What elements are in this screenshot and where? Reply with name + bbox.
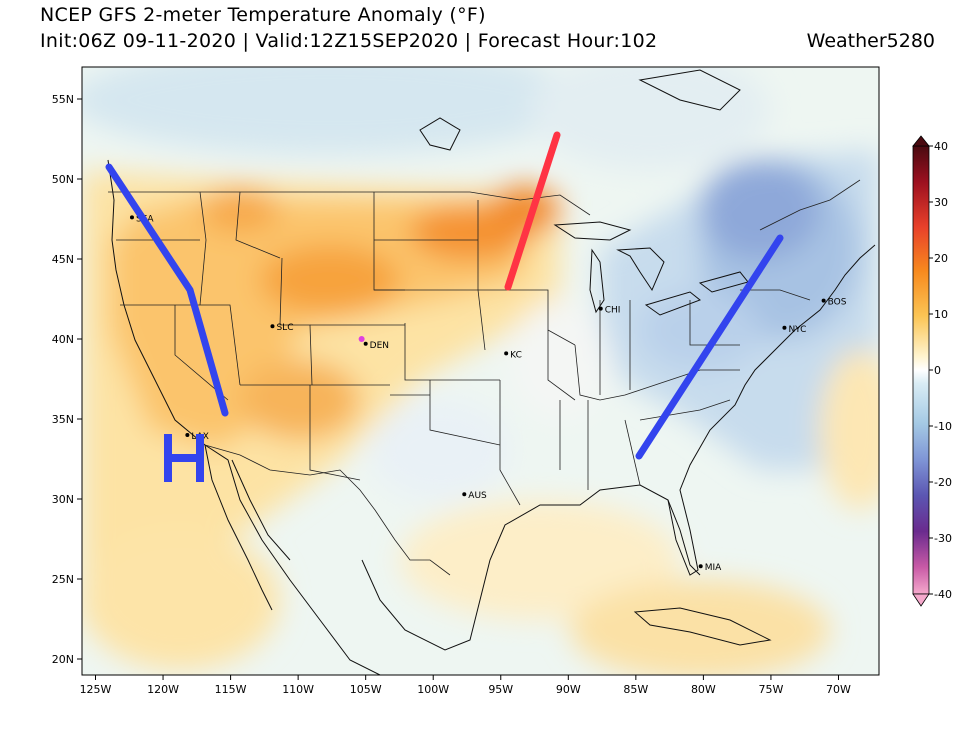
lon-tick-label: 120W — [147, 683, 179, 696]
colorbar-tick-label: 20 — [934, 252, 948, 265]
lat-tick-label: 50N — [52, 173, 74, 186]
lon-tick-label: 90W — [556, 683, 581, 696]
city-dot — [363, 341, 368, 346]
central-ridge-line — [504, 131, 561, 291]
lat-tick-label: 45N — [52, 253, 74, 266]
lon-tick-label: 70W — [826, 683, 851, 696]
colorbar-scale — [912, 145, 930, 595]
lat-tick-label: 25N — [52, 573, 74, 586]
city-label: BOS — [828, 298, 847, 308]
colorbar-tick-label: 40 — [934, 140, 948, 153]
colorbar: 40 30 20 10 0 -10 -20 -30 -40 — [912, 135, 952, 607]
colorbar-bottom-arrow — [912, 593, 930, 607]
city-label: SLC — [276, 323, 293, 333]
lat-tick-label: 55N — [52, 93, 74, 106]
city-label: NYC — [788, 325, 806, 335]
lon-tick-label: 95W — [488, 683, 513, 696]
lat-tick-label: 20N — [52, 653, 74, 666]
longitude-axis: 125W 120W 115W 110W 105W 100W 95W 90W 85W 80W 75W 7… — [80, 675, 851, 696]
city-label: KC — [510, 350, 522, 360]
state-borders — [108, 179, 861, 576]
city-label: CHI — [605, 306, 621, 316]
colorbar-tick-label: -20 — [934, 476, 952, 489]
colorbar-tick-label: -40 — [934, 588, 952, 601]
lon-tick-label: 125W — [80, 683, 112, 696]
high-pressure-h: H — [164, 434, 204, 482]
city-label: MIA — [705, 563, 722, 573]
city-label: AUS — [468, 491, 487, 501]
city-dot — [358, 336, 365, 342]
anomaly-field — [82, 67, 879, 675]
city-label: DEN — [370, 341, 389, 351]
east-trough-line — [635, 234, 784, 460]
city-dot — [598, 306, 603, 311]
lon-tick-label: 115W — [215, 683, 247, 696]
chart-subtitle: Init:06Z 09-11-2020 | Valid:12Z15SEP2020… — [40, 30, 658, 52]
lon-tick-label: 100W — [417, 683, 449, 696]
lat-tick-label: 30N — [52, 493, 74, 506]
city-dot — [462, 492, 467, 497]
source-credit: Weather5280 — [806, 30, 935, 52]
city-dot — [821, 298, 826, 303]
lat-tick-label: 35N — [52, 413, 74, 426]
lon-tick-label: 80W — [691, 683, 716, 696]
colorbar-tick-label: -30 — [934, 532, 952, 545]
colorbar-tick-label: 30 — [934, 196, 948, 209]
city-dot — [185, 433, 190, 437]
map-frame — [81, 66, 880, 676]
lat-tick-label: 40N — [52, 333, 74, 346]
colorbar-tick-label: -10 — [934, 420, 952, 433]
chart-title: NCEP GFS 2-meter Temperature Anomaly (°F… — [40, 4, 486, 26]
west-trough-line — [105, 163, 229, 417]
latitude-axis: 55N 50N 45N 40N 35N 30N 25N 20N — [52, 93, 82, 666]
colorbar-tick-label: 0 — [934, 364, 941, 377]
lon-tick-label: 110W — [282, 683, 314, 696]
city-dot — [129, 215, 134, 220]
city-dot — [504, 351, 509, 356]
city-dot — [782, 325, 787, 330]
city-dot — [270, 324, 275, 329]
lon-tick-label: 85W — [623, 683, 648, 696]
colorbar-tick-label: 10 — [934, 308, 948, 321]
colorbar-top-arrow — [912, 135, 930, 147]
city-dot — [698, 564, 703, 569]
coastline-outlines — [107, 69, 876, 675]
analysis-annotations: H — [105, 131, 784, 482]
lon-tick-label: 75W — [758, 683, 783, 696]
lon-tick-label: 105W — [350, 683, 382, 696]
